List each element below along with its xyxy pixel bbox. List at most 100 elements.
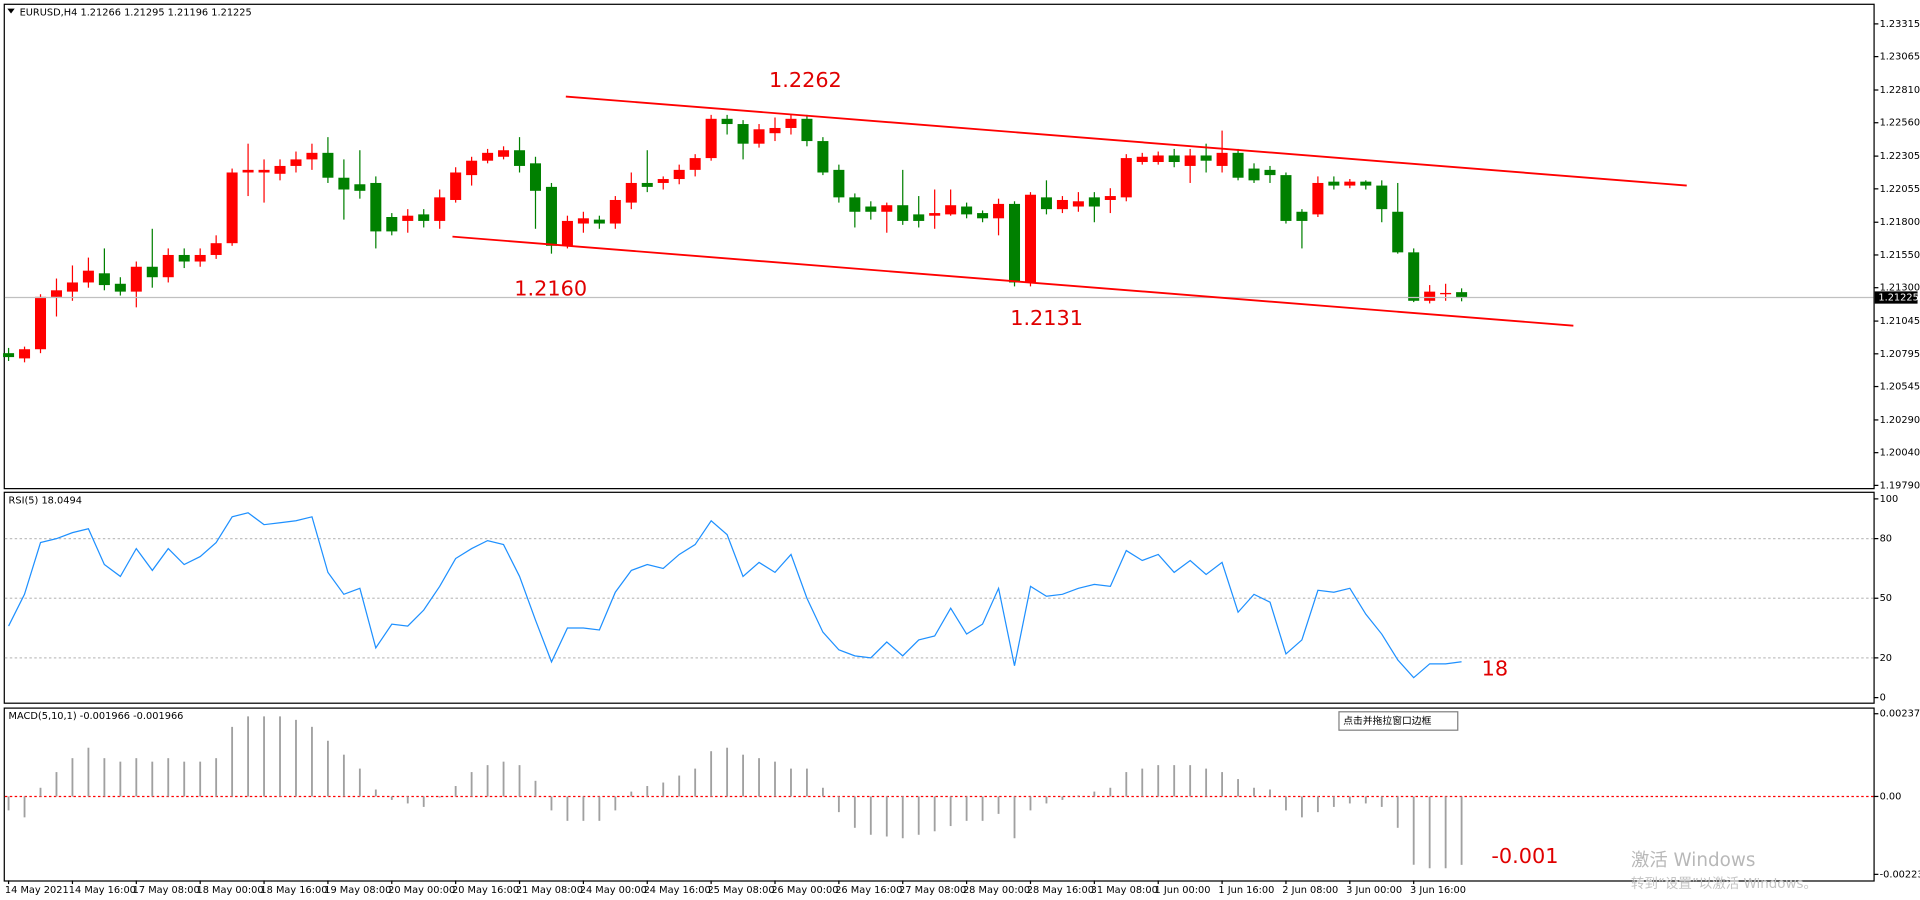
candle-body [338, 177, 350, 190]
candle-body [609, 199, 621, 224]
y-tick-label: 1.20040 [1880, 448, 1920, 459]
y-tick-label: 1.22055 [1880, 184, 1920, 195]
y-tick-label: 20 [1880, 653, 1892, 664]
candle-body [466, 160, 478, 176]
candle-body [130, 266, 142, 292]
annotation: 1.2131 [1010, 306, 1083, 330]
candle-body [386, 217, 398, 232]
candle-body [705, 118, 717, 159]
x-tick-label: 14 May 2021 [5, 885, 69, 896]
candle-body [1376, 185, 1388, 210]
y-tick-label: 1.20290 [1880, 415, 1920, 426]
candle-body [258, 169, 270, 173]
watermark: 激活 Windows [1631, 850, 1755, 871]
x-tick-label: 19 May 08:00 [324, 885, 391, 896]
candle-body [1184, 155, 1196, 166]
candle-body [1136, 156, 1148, 163]
y-tick-label: 100 [1880, 494, 1899, 505]
y-tick-label: 0.00 [1880, 791, 1902, 802]
watermark: 转到“设置”以激活 Windows。 [1631, 876, 1817, 892]
candle-body [1072, 201, 1084, 207]
candle-body [913, 214, 925, 221]
candle-body [1088, 197, 1100, 207]
x-tick-label: 14 May 16:00 [69, 885, 136, 896]
x-tick-label: 17 May 08:00 [133, 885, 200, 896]
candle-body [514, 150, 526, 166]
candle-body [19, 349, 31, 359]
candle-body [1024, 194, 1036, 283]
candle-body [306, 152, 318, 160]
candle-body [673, 169, 685, 180]
candle-body [1456, 292, 1468, 298]
candle-body [1009, 203, 1021, 283]
candle-body [945, 205, 957, 215]
candle-body [817, 141, 829, 173]
x-tick-label: 25 May 08:00 [707, 885, 774, 896]
candle-body [34, 296, 47, 350]
annotation: 1.2262 [769, 68, 842, 92]
candle-body [545, 186, 557, 246]
candle-body [833, 169, 845, 198]
trend-line [452, 235, 1574, 327]
x-tick-label: 31 May 08:00 [1091, 885, 1158, 896]
tooltip: 点击并拖拉窗口边框 [1343, 714, 1431, 727]
candle-body [178, 254, 190, 262]
candle-body [561, 220, 573, 246]
y-tick-label: 1.21550 [1880, 250, 1920, 261]
x-tick-label: 28 May 16:00 [1027, 885, 1094, 896]
candle-body [1216, 152, 1228, 166]
candle-body [1408, 252, 1420, 301]
x-tick-label: 27 May 08:00 [899, 885, 966, 896]
y-tick-label: 1.22560 [1880, 118, 1920, 129]
candle-body [1344, 181, 1356, 186]
candle-body [82, 270, 94, 283]
y-tick-label: 1.21300 [1880, 283, 1920, 294]
candle-body [1248, 168, 1260, 181]
price-panel [3, 3, 1875, 490]
candle-body [977, 213, 989, 219]
x-tick-label: 24 May 00:00 [580, 885, 647, 896]
candle-body [929, 213, 941, 216]
x-tick-label: 18 May 16:00 [260, 885, 327, 896]
rsi-title: RSI(5) 18.0494 [9, 495, 82, 506]
candle-body [1392, 211, 1404, 253]
candle-body [1424, 291, 1436, 301]
x-tick-label: 21 May 08:00 [516, 885, 583, 896]
x-tick-label: 1 Jun 00:00 [1155, 885, 1211, 896]
candle-body [641, 182, 653, 187]
candle-body [753, 129, 765, 144]
x-tick-label: 20 May 16:00 [452, 885, 519, 896]
x-tick-label: 3 Jun 00:00 [1346, 885, 1402, 896]
x-tick-label: 3 Jun 16:00 [1410, 885, 1466, 896]
menu-triangle [7, 8, 15, 14]
macd-title: MACD(5,10,1) -0.001966 -0.001966 [9, 711, 184, 722]
candle-body [961, 206, 973, 215]
candle-body [50, 290, 62, 297]
y-tick-label: 0.002376 [1880, 709, 1920, 720]
candle-body [865, 206, 877, 212]
candle-body [721, 118, 733, 125]
candle-body [370, 182, 382, 232]
candle-body [146, 266, 158, 278]
candle-body [881, 205, 893, 212]
candle-body [274, 165, 286, 174]
candle-body [1296, 211, 1308, 221]
candle-body [1280, 175, 1292, 221]
candle-body [66, 282, 78, 292]
candle-body [1056, 199, 1068, 210]
candle-body [242, 169, 254, 173]
candle-body [498, 150, 510, 157]
candle-body [434, 197, 446, 221]
candle-body [529, 163, 542, 191]
candle-body [689, 158, 701, 170]
last-price-box [1874, 291, 1918, 304]
candle-body [785, 118, 797, 128]
candle-body [769, 127, 781, 134]
candle-body [1312, 182, 1324, 215]
candle-body [1232, 152, 1244, 178]
macd-panel [3, 707, 1875, 882]
y-tick-label: 1.20545 [1880, 382, 1920, 393]
tooltip-box [1338, 711, 1459, 731]
